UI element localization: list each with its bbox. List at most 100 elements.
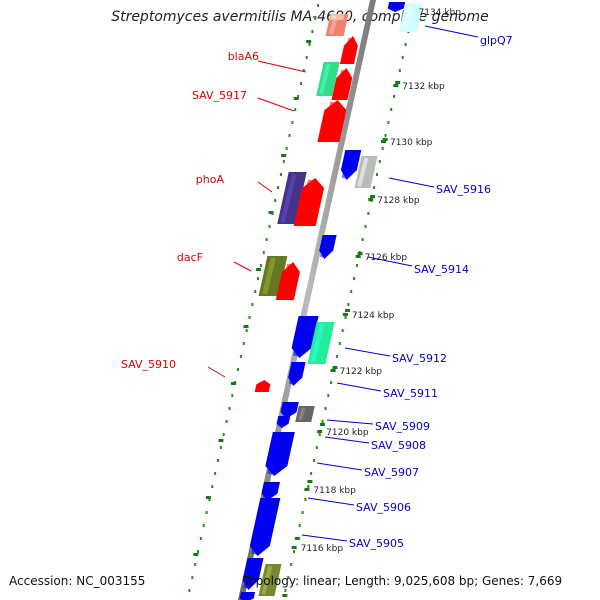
minor-tick-mark <box>357 252 363 255</box>
reverse-guide-dot <box>364 225 367 228</box>
reverse-label-leader <box>367 256 413 267</box>
forward-label-leader <box>257 97 295 112</box>
minor-tick-mark <box>382 138 388 141</box>
forward-guide-dot <box>237 368 240 371</box>
forward-label-leader <box>207 366 226 378</box>
reverse-label-leader <box>344 347 391 357</box>
reverse-label-leader <box>301 534 348 542</box>
tick-label: 7130 kbp <box>390 138 433 148</box>
forward-guide-dot <box>225 420 228 423</box>
reverse-label-leader <box>316 462 363 471</box>
reverse-guide-dot <box>347 303 350 306</box>
gene-arrow <box>329 14 345 20</box>
forward-guide-dot <box>211 485 214 488</box>
reverse-guide-dot <box>381 147 384 150</box>
reverse-guide-dot <box>373 186 376 189</box>
tick-label: 7118 kbp <box>313 486 356 496</box>
minor-tick-mark <box>218 439 224 442</box>
minor-tick-mark <box>306 40 312 43</box>
reverse-guide-dot <box>284 589 287 592</box>
minor-tick-mark <box>307 480 313 483</box>
forward-label-leader <box>233 261 252 272</box>
reverse-guide-dot <box>393 95 396 98</box>
minor-tick-mark <box>282 594 288 597</box>
forward-label-leader <box>257 181 273 193</box>
reverse-label-leader <box>336 382 382 392</box>
forward-label-leader <box>257 60 307 73</box>
forward-guide-dot <box>288 134 291 137</box>
gene-highlight <box>389 3 396 11</box>
reverse-guide-dot <box>327 394 330 397</box>
reverse-guide-dot <box>315 446 318 449</box>
reverse-label-leader <box>307 497 355 506</box>
forward-guide-dot <box>259 264 262 267</box>
tick-label: 7134 kbp <box>419 8 462 18</box>
tick-label: 7128 kbp <box>377 196 420 206</box>
reverse-guide-dot <box>313 459 316 462</box>
tick-mark <box>291 546 297 549</box>
reverse-guide-dot <box>301 511 304 514</box>
reverse-guide-dot <box>293 550 295 553</box>
minor-tick-mark <box>281 154 287 157</box>
tick-mark <box>368 198 374 201</box>
reverse-gene-label: SAV_5909 <box>375 420 430 433</box>
forward-guide-dot <box>305 56 308 59</box>
tick-mark <box>355 255 361 258</box>
reverse-label-leader <box>324 436 370 444</box>
reverse-guide-dot <box>304 498 307 501</box>
gene-highlight <box>402 5 413 31</box>
forward-guide-dot <box>262 251 265 254</box>
reverse-gene-label: SAV_5908 <box>371 439 426 452</box>
accession-label: Accession: NC_003155 <box>9 574 146 588</box>
minor-tick-mark <box>345 309 351 312</box>
gene-highlight <box>277 417 284 427</box>
forward-guide-dot <box>242 342 245 345</box>
forward-guide-dot <box>217 459 220 462</box>
reverse-gene-label: SAV_5906 <box>356 501 411 514</box>
reverse-guide-dot <box>378 160 381 163</box>
forward-guide-dot <box>214 472 217 475</box>
forward-guide-dot <box>199 537 202 540</box>
gene-highlight <box>261 565 273 595</box>
forward-guide-dot <box>222 433 225 436</box>
gene-highlight <box>262 483 271 499</box>
reverse-guide-dot <box>298 524 301 527</box>
minor-tick-mark <box>205 496 211 499</box>
map-title: Streptomyces avermitilis MA-4680, comple… <box>111 9 489 25</box>
forward-guide-dot <box>308 43 311 46</box>
reverse-guide-dot <box>318 433 321 436</box>
gene-arrow <box>295 406 315 422</box>
reverse-gene-label: SAV_5911 <box>383 387 438 400</box>
reverse-label-leader <box>424 25 479 38</box>
gene-highlight <box>241 593 247 600</box>
reverse-guide-dot <box>341 329 344 332</box>
forward-guide-dot <box>291 121 294 124</box>
gene-highlight <box>341 151 353 179</box>
forward-guide-dot <box>245 329 248 332</box>
reverse-guide-dot <box>390 108 393 111</box>
minor-tick-mark <box>332 366 338 369</box>
reverse-guide-dot <box>401 56 404 59</box>
gene-highlight <box>357 157 369 187</box>
forward-guide-dot <box>239 355 242 358</box>
forward-guide-dot <box>274 199 277 202</box>
tick-label: 7122 kbp <box>340 367 383 377</box>
forward-guide-dot <box>202 524 205 527</box>
reverse-guide-dot <box>361 238 364 241</box>
tick-mark <box>304 488 310 491</box>
reverse-label-leader <box>388 177 435 188</box>
gene-highlight <box>280 173 297 223</box>
topology-label: Topology: linear; Length: 9,025,608 bp; … <box>243 574 563 588</box>
minor-tick-mark <box>319 423 325 426</box>
forward-guide-dot <box>254 290 257 293</box>
tick-label: 7124 kbp <box>352 311 395 321</box>
text-labels: 7134 kbp 7132 kbp 7130 kbp 7128 kbp 7126 kbp… <box>121 8 513 554</box>
reverse-guide-dot <box>398 69 401 72</box>
forward-guide-dot <box>257 277 260 280</box>
reverse-guide-dot <box>335 355 338 358</box>
reverse-guide-dot <box>287 576 290 579</box>
reverse-guide-dot <box>307 485 310 488</box>
reverse-guide-dot <box>367 212 370 215</box>
minor-tick-mark <box>268 211 274 214</box>
forward-guide-dot <box>311 30 314 33</box>
